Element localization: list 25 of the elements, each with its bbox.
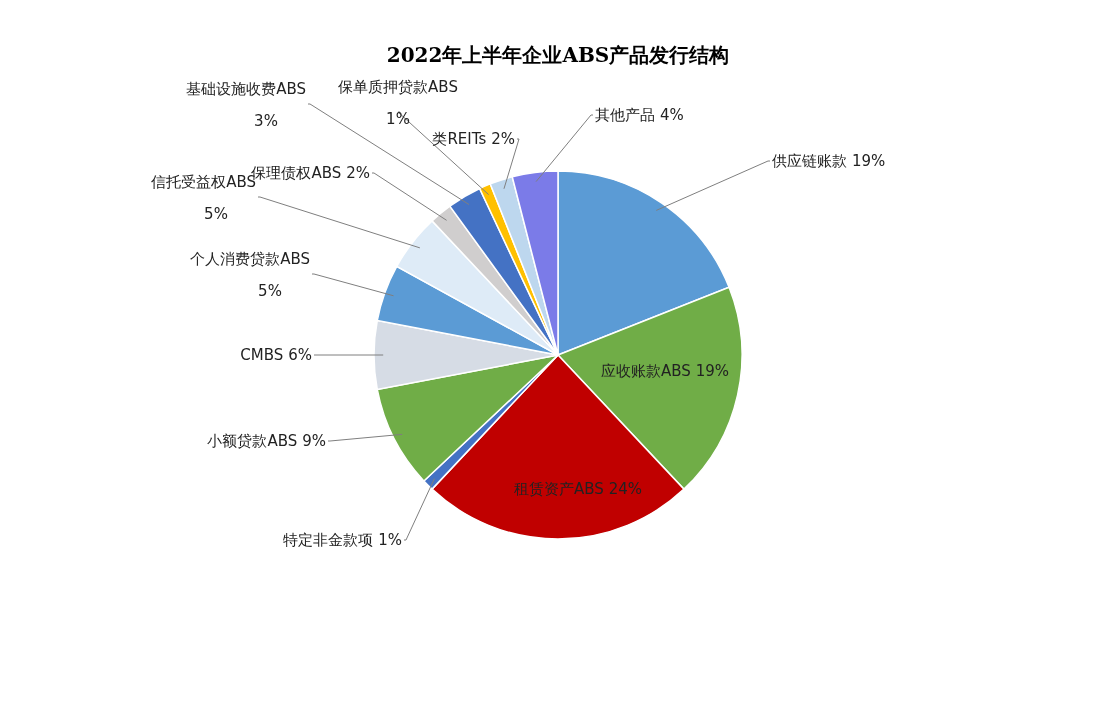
data-label: 5% xyxy=(258,282,282,300)
chart-title: 2022年上半年企业ABS产品发行结构 xyxy=(386,43,730,67)
data-label: 5% xyxy=(204,205,228,223)
slice-label: 类REITs xyxy=(432,130,487,148)
slice-label: 应收账款ABS xyxy=(600,362,691,380)
data-label: 1% xyxy=(378,531,402,549)
slice-label: 小额贷款ABS xyxy=(207,432,298,450)
slice-label: 保单质押贷款ABS xyxy=(338,78,458,96)
data-label: 3% xyxy=(254,112,278,130)
data-label: 9% xyxy=(302,432,326,450)
slice-label: 个人消费贷款ABS xyxy=(190,250,310,268)
data-label: 24% xyxy=(608,480,643,498)
slice-label: 其他产品 xyxy=(595,106,655,124)
slice-label: CMBS xyxy=(240,346,284,364)
data-label: 2% xyxy=(346,164,370,182)
slice-label: 供应链账款 xyxy=(772,152,847,170)
slice-label: 基础设施收费ABS xyxy=(186,80,306,98)
data-label: 1% xyxy=(386,110,410,128)
data-label: 4% xyxy=(660,106,684,124)
data-label: 19% xyxy=(695,362,730,380)
slice-label: 租赁资产ABS xyxy=(513,480,604,498)
slice-label: 特定非金款项 xyxy=(283,531,374,549)
data-label: 2% xyxy=(491,130,515,148)
data-label: 19% xyxy=(852,152,886,170)
data-label: 6% xyxy=(288,346,312,364)
